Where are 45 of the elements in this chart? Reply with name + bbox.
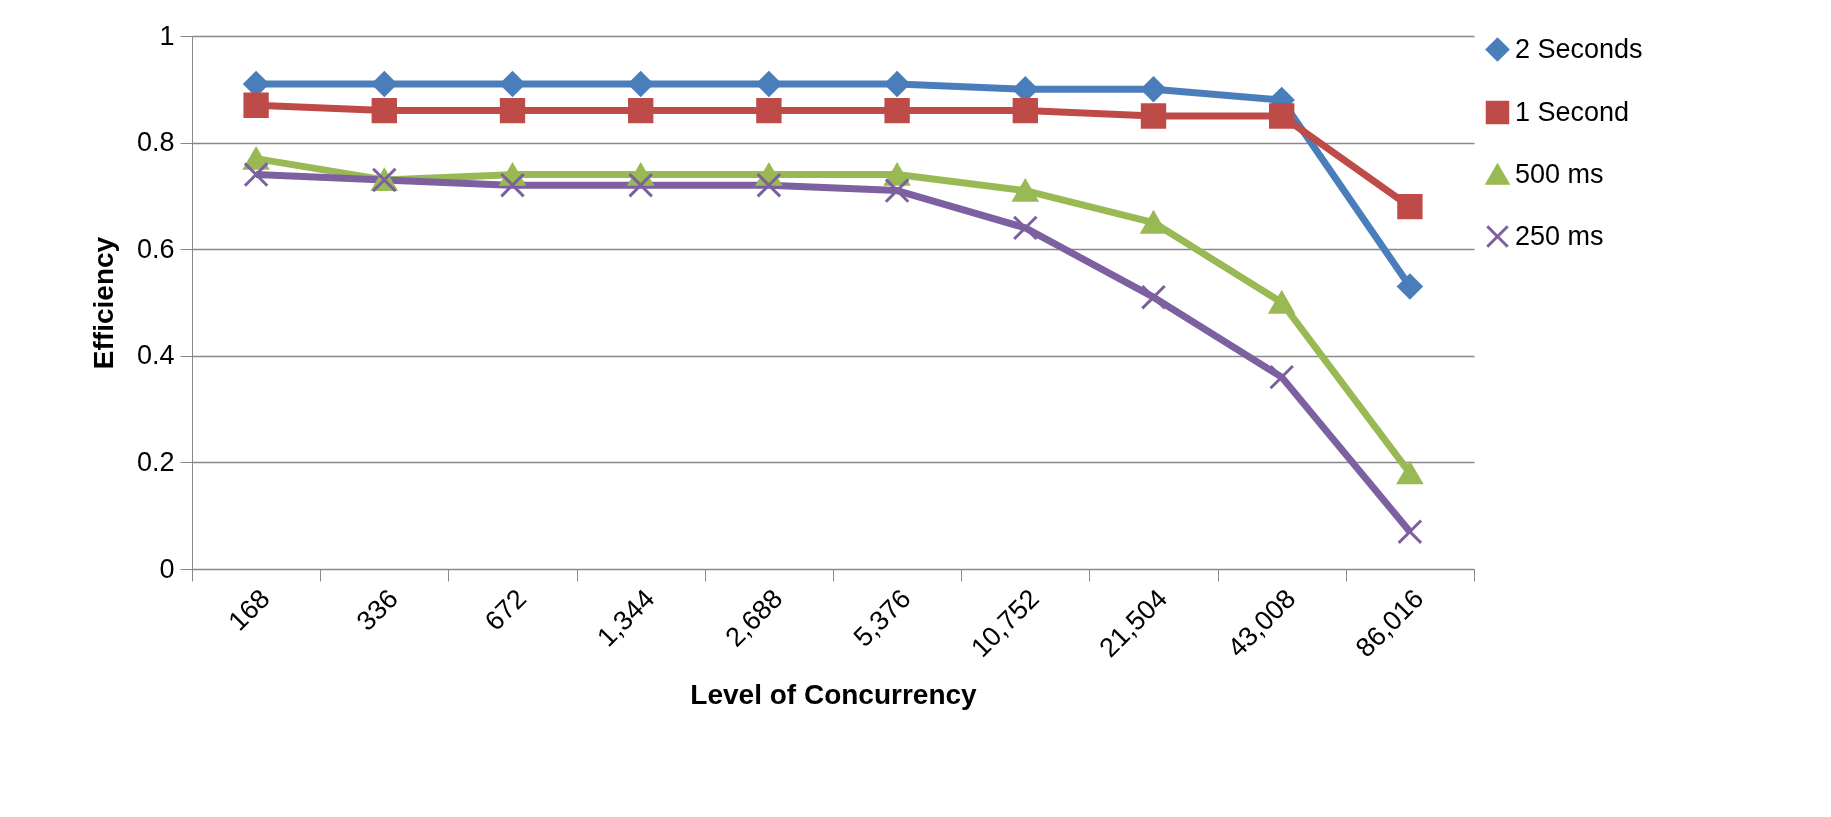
- point: [756, 97, 782, 124]
- point: [1012, 179, 1038, 202]
- legend-label: 1 Second: [1515, 96, 1630, 127]
- point: [1140, 211, 1167, 234]
- x-tick-label: 168: [222, 583, 276, 637]
- point: [499, 97, 526, 124]
- x-tick-label: 336: [350, 583, 404, 637]
- point: [371, 71, 397, 97]
- point: [1397, 519, 1423, 545]
- point: [756, 71, 782, 97]
- point: [756, 172, 782, 198]
- point: [1012, 97, 1038, 124]
- point: [499, 71, 526, 97]
- y-tick-label: 0.8: [136, 127, 175, 158]
- point: [1140, 284, 1167, 310]
- point: [1269, 364, 1295, 390]
- y-tick-label: 0: [159, 553, 175, 584]
- y-tick-label: 1: [159, 20, 175, 51]
- point: [1397, 193, 1423, 220]
- point: [884, 97, 910, 124]
- legend-label: 500 ms: [1515, 158, 1604, 189]
- point: [1397, 461, 1423, 485]
- point: [1397, 273, 1423, 300]
- legend-label: 2 Seconds: [1515, 33, 1643, 64]
- y-axis-title: Efficiency: [87, 236, 119, 370]
- point: [499, 172, 526, 198]
- point: [628, 71, 654, 97]
- point: [1140, 76, 1167, 102]
- point: [628, 97, 654, 124]
- point: [243, 92, 269, 118]
- legend-label: 250 ms: [1515, 220, 1604, 251]
- y-tick-label: 0.2: [136, 446, 175, 477]
- point: [884, 177, 910, 204]
- point: [628, 172, 654, 198]
- point: [1012, 215, 1038, 241]
- point: [371, 97, 397, 124]
- x-axis-title: Level of Concurrency: [690, 679, 978, 711]
- point: [243, 161, 269, 188]
- x-tick-label: 672: [479, 583, 533, 637]
- point: [884, 71, 910, 97]
- y-tick-label: 0.4: [136, 340, 175, 371]
- point: [1269, 103, 1295, 129]
- point: [1269, 291, 1295, 314]
- y-tick-label: 0.6: [136, 233, 175, 264]
- point: [1140, 103, 1167, 129]
